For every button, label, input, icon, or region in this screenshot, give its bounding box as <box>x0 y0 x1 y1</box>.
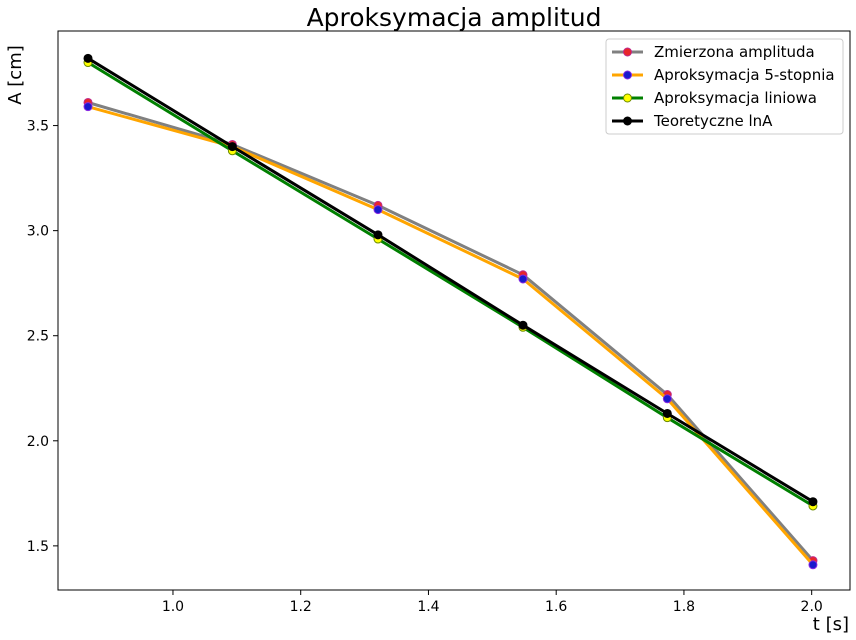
y-axis-label: A [cm] <box>5 45 26 105</box>
legend-box <box>605 38 844 135</box>
legend-marker <box>623 47 632 57</box>
data-point <box>662 394 672 404</box>
y-tick-label: 3.0 <box>27 224 49 240</box>
data-point <box>808 560 818 570</box>
series-4 <box>83 53 818 507</box>
legend-item: Zmierzona amplituda <box>612 43 815 61</box>
legend-marker <box>623 93 632 103</box>
axis-ticks: 1.0 1.2 1.4 1.6 1.8 2.0 1.5 2.0 2.5 3.0 3.5 <box>27 119 823 615</box>
y-tick-label: 2.0 <box>27 434 49 450</box>
x-tick-label: 1.0 <box>162 599 184 615</box>
legend-marker <box>623 70 632 80</box>
data-point <box>227 142 237 152</box>
x-tick-label: 1.4 <box>417 599 439 615</box>
data-point <box>83 53 93 63</box>
data-point <box>373 230 383 240</box>
x-tick-label: 1.6 <box>545 599 567 615</box>
plot-series <box>83 53 818 570</box>
legend-label: Aproksymacja 5-stopnia <box>654 66 835 84</box>
y-tick-label: 3.5 <box>27 119 49 135</box>
chart-title: Aproksymacja amplitud <box>307 3 602 32</box>
x-tick-label: 2.0 <box>801 599 823 615</box>
series-line <box>87 105 815 566</box>
data-point <box>373 205 383 215</box>
data-point <box>518 274 528 284</box>
legend-item: Aproksymacja liniowa <box>612 89 817 107</box>
series-1 <box>83 97 818 566</box>
plot-frame <box>57 30 851 591</box>
y-tick-label: 1.5 <box>27 539 49 555</box>
series-2 <box>83 102 818 570</box>
legend-label: Zmierzona amplituda <box>654 43 815 61</box>
legend-label: Teoretyczne lnA <box>653 112 773 130</box>
series-line <box>87 57 814 503</box>
x-tick-label: 1.8 <box>673 599 695 615</box>
x-tick-label: 1.2 <box>290 599 312 615</box>
series-line <box>87 101 815 562</box>
x-axis-label: t [s] <box>813 614 849 635</box>
legend-label: Aproksymacja liniowa <box>654 89 817 107</box>
series-line <box>87 61 814 508</box>
data-point <box>662 408 672 418</box>
data-point <box>518 320 528 330</box>
legend-marker <box>623 116 632 126</box>
y-tick-label: 2.5 <box>27 329 49 345</box>
legend-item: Teoretyczne lnA <box>612 112 773 130</box>
legend-item: Aproksymacja 5-stopnia <box>612 66 835 84</box>
legend: Zmierzona amplituda Aproksymacja 5-stopni… <box>605 38 844 135</box>
data-point <box>808 497 818 507</box>
data-point <box>83 102 93 112</box>
